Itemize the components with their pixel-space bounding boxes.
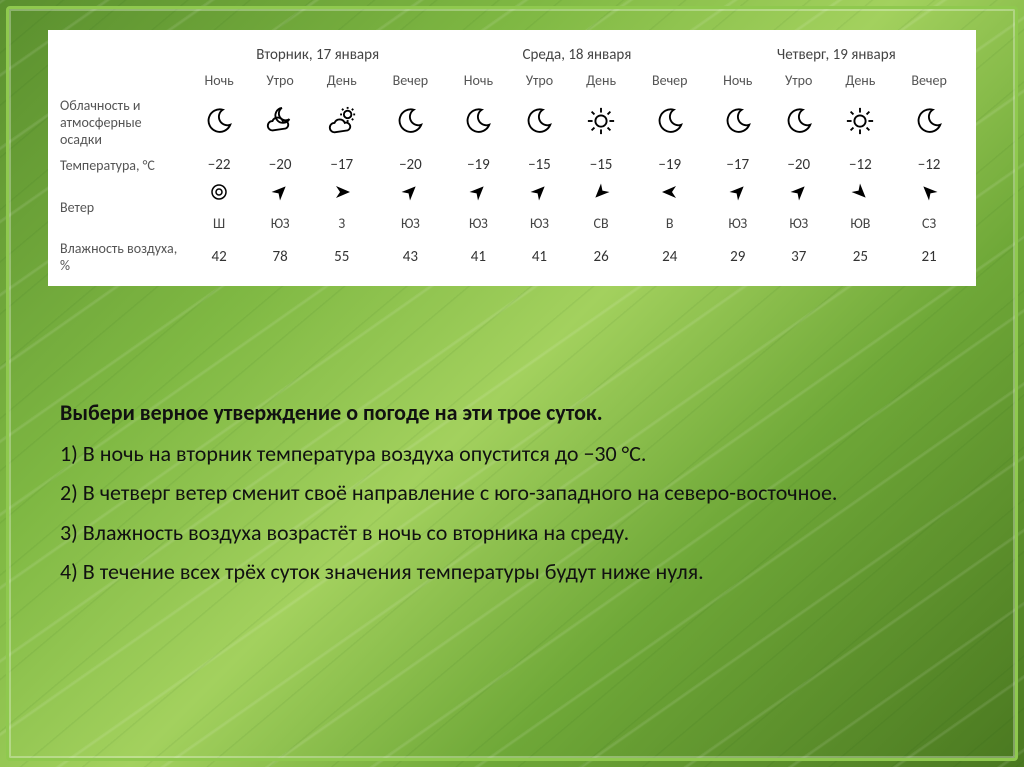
weather-icon <box>374 93 448 152</box>
temperature-value: −17 <box>707 152 769 178</box>
day-header-row: Вторник, 17 января Среда, 18 января Четв… <box>58 42 966 68</box>
weather-icon <box>769 93 829 152</box>
question-prompt: Выбери верное утверждение о погоде на эт… <box>60 395 964 430</box>
wind-direction: ЮЗ <box>250 211 310 236</box>
wind-icon-row: Ветер <box>58 178 966 211</box>
weather-icon <box>892 93 966 152</box>
wind-icon <box>374 178 448 211</box>
weather-table-panel: Вторник, 17 января Среда, 18 января Четв… <box>48 30 976 286</box>
temperature-value: −22 <box>188 152 250 178</box>
day-part: День <box>569 68 632 93</box>
wind-direction: Ш <box>188 211 250 236</box>
humidity-value: 78 <box>250 236 310 278</box>
weather-icon <box>707 93 769 152</box>
wind-direction: З <box>310 211 373 236</box>
weather-icon <box>829 93 892 152</box>
temperature-value: −19 <box>447 152 509 178</box>
temperature-value: −19 <box>633 152 707 178</box>
day-part: День <box>310 68 373 93</box>
humidity-value: 21 <box>892 236 966 278</box>
humidity-value: 43 <box>374 236 448 278</box>
humidity-value: 37 <box>769 236 829 278</box>
wind-icon <box>892 178 966 211</box>
wind-direction: СВ <box>569 211 632 236</box>
wind-icon <box>310 178 373 211</box>
wind-label: Ветер <box>58 178 188 236</box>
weather-icon <box>447 93 509 152</box>
humidity-value: 25 <box>829 236 892 278</box>
day-part: Утро <box>250 68 310 93</box>
day-part: Ночь <box>188 68 250 93</box>
weather-icon <box>569 93 632 152</box>
temperature-value: −20 <box>250 152 310 178</box>
temperature-row: Температура, °С −22 −20 −17 −20 −19 −15 … <box>58 152 966 178</box>
weather-icon <box>633 93 707 152</box>
wind-icon <box>769 178 829 211</box>
wind-icon <box>569 178 632 211</box>
wind-direction: ЮВ <box>829 211 892 236</box>
question-option: 4) В течение всех трёх суток значения те… <box>60 554 964 589</box>
temperature-value: −15 <box>569 152 632 178</box>
humidity-row: Влажность воздуха, % 42 78 55 43 41 41 2… <box>58 236 966 278</box>
day-part: Вечер <box>633 68 707 93</box>
question-option: 2) В четверг ветер сменит своё направлен… <box>60 475 964 510</box>
humidity-value: 24 <box>633 236 707 278</box>
temperature-value: −12 <box>892 152 966 178</box>
day-part: Утро <box>510 68 570 93</box>
wind-icon <box>447 178 509 211</box>
wind-direction: ЮЗ <box>447 211 509 236</box>
wind-direction: СЗ <box>892 211 966 236</box>
wind-direction: ЮЗ <box>707 211 769 236</box>
humidity-value: 41 <box>447 236 509 278</box>
weather-icon <box>510 93 570 152</box>
weather-table: Вторник, 17 января Среда, 18 января Четв… <box>58 42 966 278</box>
day-part: День <box>829 68 892 93</box>
wind-direction-row: Ш ЮЗ З ЮЗ ЮЗ ЮЗ СВ В ЮЗ ЮЗ ЮВ СЗ <box>58 211 966 236</box>
humidity-value: 29 <box>707 236 769 278</box>
conditions-row: Облачность и атмосферные осадки <box>58 93 966 152</box>
weather-icon <box>310 93 373 152</box>
temperature-label: Температура, °С <box>58 152 188 178</box>
temperature-value: −12 <box>829 152 892 178</box>
humidity-label: Влажность воздуха, % <box>58 236 188 278</box>
humidity-value: 55 <box>310 236 373 278</box>
day-part: Ночь <box>447 68 509 93</box>
weather-icon <box>188 93 250 152</box>
humidity-value: 26 <box>569 236 632 278</box>
temperature-value: −15 <box>510 152 570 178</box>
temperature-value: −20 <box>374 152 448 178</box>
temperature-value: −17 <box>310 152 373 178</box>
day-part-row: Ночь Утро День Вечер Ночь Утро День Вече… <box>58 68 966 93</box>
wind-direction: В <box>633 211 707 236</box>
humidity-value: 42 <box>188 236 250 278</box>
day-part: Вечер <box>374 68 448 93</box>
conditions-label: Облачность и атмосферные осадки <box>58 93 188 152</box>
wind-icon <box>707 178 769 211</box>
day-part: Утро <box>769 68 829 93</box>
question-option: 1) В ночь на вторник температура воздуха… <box>60 436 964 471</box>
wind-icon <box>829 178 892 211</box>
wind-icon <box>250 178 310 211</box>
question-option: 3) Влажность воздуха возрастёт в ночь со… <box>60 515 964 550</box>
wind-icon <box>188 178 250 211</box>
wind-icon <box>633 178 707 211</box>
wind-direction: ЮЗ <box>510 211 570 236</box>
question-block: Выбери верное утверждение о погоде на эт… <box>60 395 964 593</box>
temperature-value: −20 <box>769 152 829 178</box>
humidity-value: 41 <box>510 236 570 278</box>
day-label: Среда, 18 января <box>447 42 706 68</box>
day-part: Вечер <box>892 68 966 93</box>
day-label: Вторник, 17 января <box>188 42 447 68</box>
wind-direction: ЮЗ <box>374 211 448 236</box>
weather-icon <box>250 93 310 152</box>
wind-direction: ЮЗ <box>769 211 829 236</box>
wind-icon <box>510 178 570 211</box>
day-part: Ночь <box>707 68 769 93</box>
day-label: Четверг, 19 января <box>707 42 966 68</box>
